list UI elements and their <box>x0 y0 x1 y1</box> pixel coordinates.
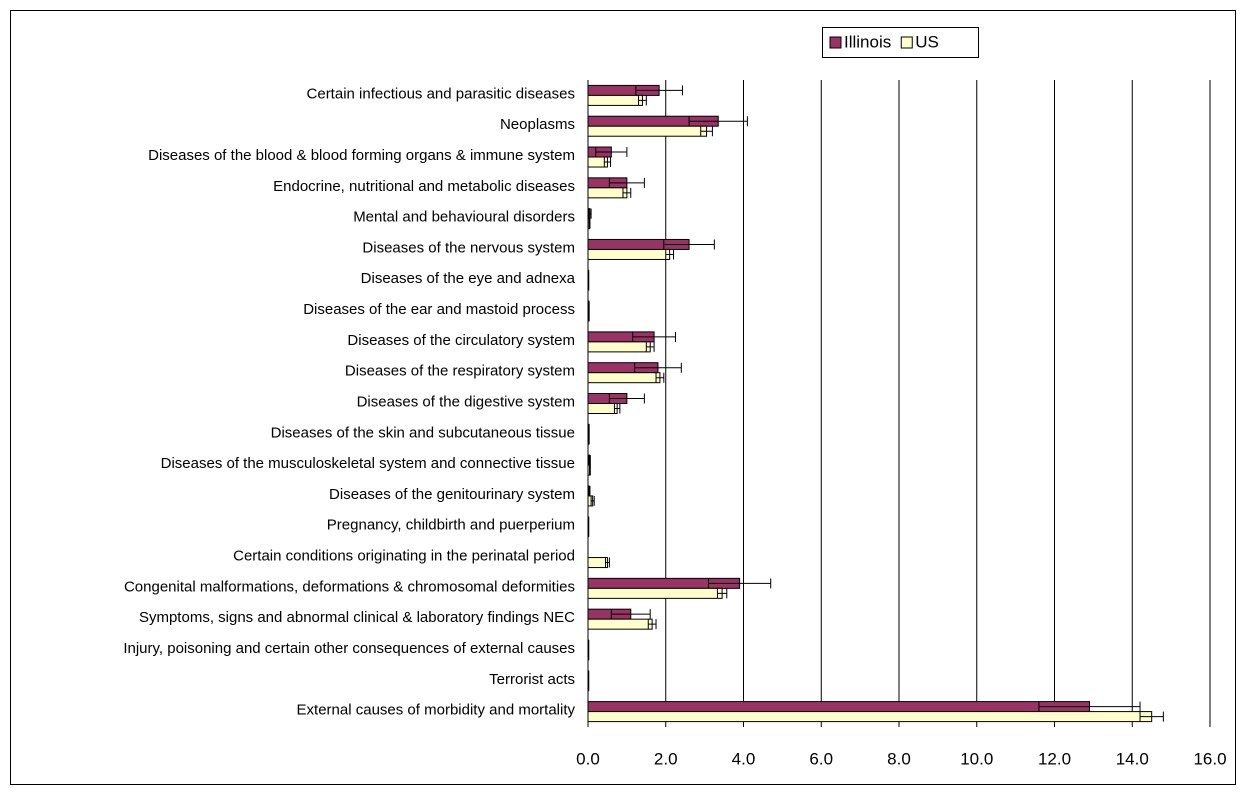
y-tick-label: Injury, poisoning and certain other cons… <box>123 640 575 657</box>
legend-label: US <box>915 32 939 51</box>
x-tick-label: 16.0 <box>1193 749 1226 768</box>
error-bar <box>588 640 589 650</box>
y-tick-label: External causes of morbidity and mortali… <box>297 702 576 719</box>
error-bar <box>589 219 590 229</box>
bar <box>588 702 1089 712</box>
x-tick-label: 4.0 <box>732 749 756 768</box>
x-tick-label: 2.0 <box>654 749 678 768</box>
error-bar <box>588 280 589 290</box>
bar <box>588 404 617 414</box>
error-bar <box>588 517 589 527</box>
x-tick-label: 10.0 <box>960 749 993 768</box>
y-tick-label: Certain infectious and parasitic disease… <box>307 85 575 102</box>
bar <box>588 342 650 352</box>
bar <box>588 558 607 568</box>
error-bar <box>588 681 589 691</box>
x-tick-label: 6.0 <box>809 749 833 768</box>
y-tick-label: Symptoms, signs and abnormal clinical & … <box>139 609 575 626</box>
bar <box>588 188 627 198</box>
y-tick-label: Terrorist acts <box>489 671 575 688</box>
error-bar <box>588 527 589 537</box>
y-tick-label: Diseases of the musculoskeletal system a… <box>161 455 575 472</box>
y-tick-label: Diseases of the digestive system <box>357 393 575 410</box>
y-tick-label: Neoplasms <box>500 116 575 133</box>
bar <box>588 95 642 105</box>
y-tick-label: Diseases of the eye and adnexa <box>361 270 576 287</box>
y-tick-label: Mental and behavioural disorders <box>353 209 575 226</box>
error-bar <box>588 311 589 321</box>
y-tick-label: Pregnancy, childbirth and puerperium <box>327 517 575 534</box>
error-bar <box>590 465 591 475</box>
y-tick-label: Diseases of the skin and subcutaneous ti… <box>271 424 575 441</box>
x-tick-label: 0.0 <box>576 749 600 768</box>
y-tick-label: Endocrine, nutritional and metabolic dis… <box>273 178 575 195</box>
y-tick-label: Diseases of the ear and mastoid process <box>303 301 575 318</box>
y-tick-label: Diseases of the circulatory system <box>347 332 575 349</box>
error-bar <box>588 270 589 280</box>
bar <box>588 712 1152 722</box>
bar <box>588 619 652 629</box>
y-tick-label: Certain conditions originating in the pe… <box>233 548 575 565</box>
y-tick-label: Congenital malformations, deformations &… <box>124 578 575 595</box>
bar <box>588 126 707 136</box>
error-bar <box>588 424 589 434</box>
error-bar <box>588 434 589 444</box>
y-tick-label: Diseases of the blood & blood forming or… <box>148 147 575 164</box>
y-tick-label: Diseases of the respiratory system <box>345 363 575 380</box>
legend-swatch <box>830 37 841 48</box>
bar <box>588 373 660 383</box>
y-tick-label: Diseases of the nervous system <box>362 239 575 256</box>
bar <box>588 588 722 598</box>
legend-swatch <box>901 37 912 48</box>
x-tick-label: 12.0 <box>1038 749 1071 768</box>
error-bar <box>588 301 589 311</box>
error-bar <box>588 650 589 660</box>
bar <box>588 249 670 259</box>
error-bar <box>588 671 589 681</box>
legend-label: Illinois <box>844 32 891 51</box>
x-tick-label: 14.0 <box>1116 749 1149 768</box>
x-tick-label: 8.0 <box>887 749 911 768</box>
y-tick-label: Diseases of the genitourinary system <box>329 486 575 503</box>
